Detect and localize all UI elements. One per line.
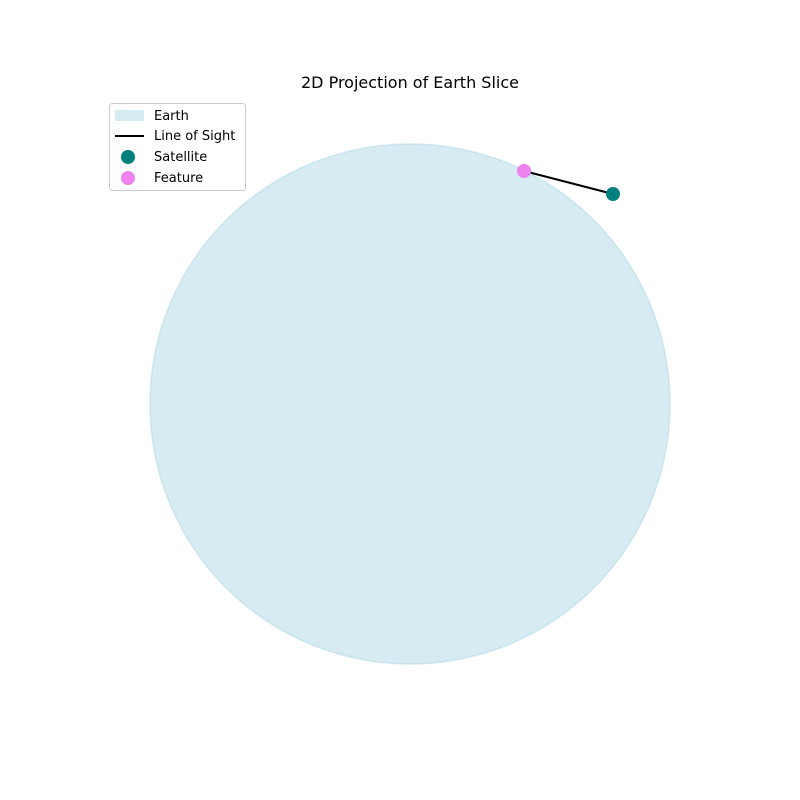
legend-label-feature: Feature	[154, 171, 203, 186]
figure-title: 2D Projection of Earth Slice	[301, 73, 519, 92]
legend-frame	[109, 103, 246, 191]
earth-disk	[149, 143, 671, 665]
satellite-marker	[606, 187, 620, 201]
feature-marker	[517, 164, 531, 178]
legend-feature-swatch	[121, 171, 135, 185]
legend-satellite-swatch	[121, 150, 135, 164]
legend-label-earth: Earth	[154, 109, 189, 124]
legend-earth-swatch	[115, 110, 144, 121]
legend: Earth Line of Sight Satellite Feature	[109, 103, 246, 191]
line-of-sight	[523, 170, 614, 195]
legend-label-line-of-sight: Line of Sight	[154, 129, 235, 144]
legend-label-satellite: Satellite	[154, 150, 207, 165]
